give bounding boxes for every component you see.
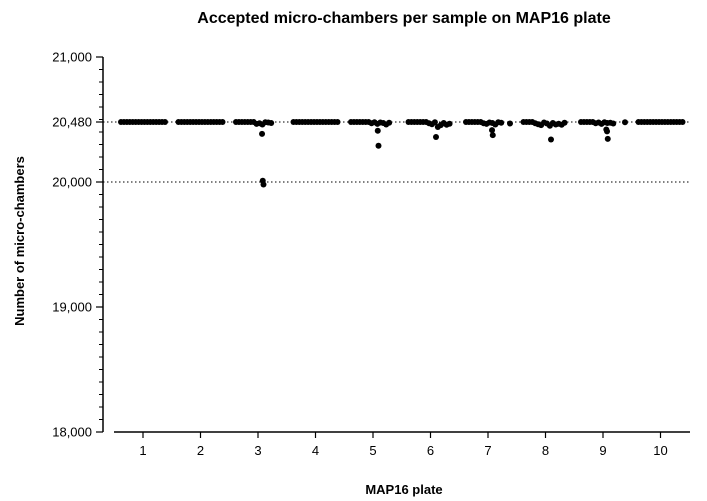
data-point	[489, 127, 496, 134]
x-tick-label: 7	[484, 443, 491, 458]
y-axis: 18,000 19,000 20,000 20,480 21,000	[52, 50, 104, 440]
data-point	[498, 119, 505, 126]
x-tick-label: 2	[197, 443, 204, 458]
data-point	[375, 142, 382, 149]
data-point	[219, 119, 226, 125]
x-tick-label: 8	[542, 443, 549, 458]
data-point	[604, 128, 611, 135]
data-point	[386, 119, 393, 126]
y-tick-label: 20,000	[52, 175, 92, 190]
y-tick-label: 21,000	[52, 50, 92, 65]
chart-title: Accepted micro-chambers per sample on MA…	[197, 10, 611, 27]
data-point	[268, 120, 275, 126]
x-tick-label: 3	[254, 443, 261, 458]
x-tick-label: 6	[427, 443, 434, 458]
y-axis-label: Number of micro-chambers	[12, 156, 27, 326]
data-point	[260, 181, 267, 188]
reference-lines	[103, 121, 690, 183]
data-point	[561, 119, 568, 126]
x-tick-label: 9	[599, 443, 606, 458]
data-point	[374, 127, 381, 134]
data-point	[162, 119, 168, 125]
data-point	[446, 120, 453, 127]
y-tick-label: 19,000	[52, 300, 92, 315]
data-point	[334, 119, 341, 125]
x-axis: 1 2 3 4 5 6 7 8 9 10	[114, 431, 690, 458]
data-point	[548, 136, 554, 143]
x-axis-label: MAP16 plate	[365, 482, 442, 497]
data-point	[507, 120, 513, 127]
data-point	[259, 130, 266, 137]
x-tick-label: 10	[653, 443, 667, 458]
x-tick-label: 5	[369, 443, 376, 458]
data-point	[431, 119, 438, 126]
data-point	[433, 134, 439, 140]
data-point	[679, 119, 686, 125]
y-tick-label: 20,480	[52, 115, 92, 130]
data-points	[118, 119, 686, 188]
x-tick-label: 1	[139, 443, 146, 458]
data-point	[604, 135, 611, 142]
x-tick-label: 4	[312, 443, 319, 458]
data-point	[610, 120, 617, 127]
data-point	[622, 119, 628, 126]
data-point	[489, 132, 496, 139]
y-tick-label: 18,000	[52, 425, 92, 440]
